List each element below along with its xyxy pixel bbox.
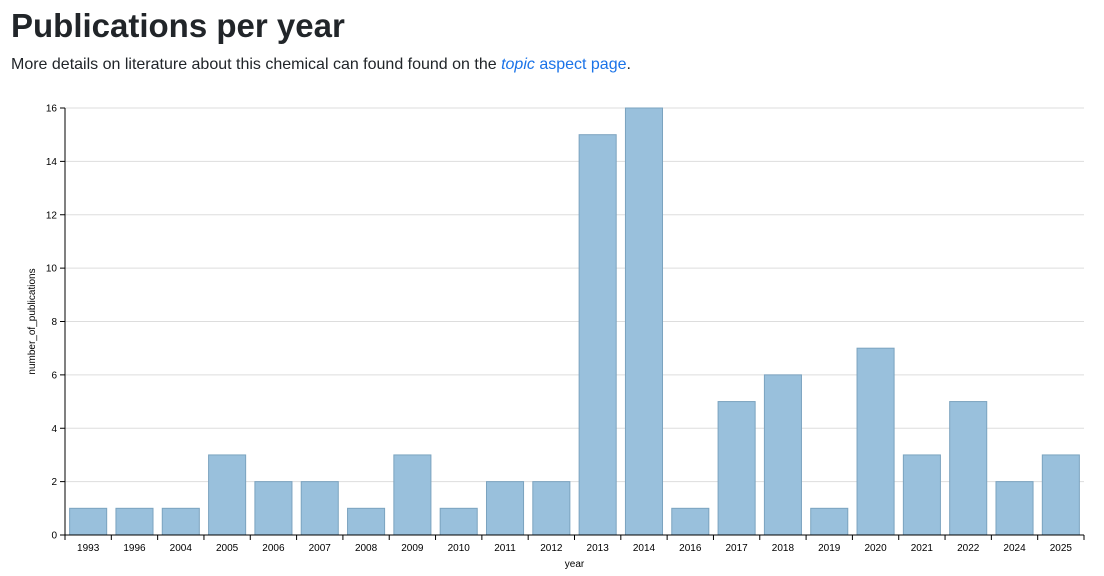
axes: 0 2 4 6 8 10 12 14 16 1993 1996 2004 2005 2006 2007 200… (46, 104, 1085, 554)
bar-2012[interactable] (532, 481, 571, 536)
bar-1996[interactable] (115, 507, 154, 536)
x-tick-label: 2019 (818, 543, 841, 554)
y-tick-label: 14 (46, 157, 58, 168)
x-tick-label: 2005 (216, 543, 239, 554)
x-tick-label: 2012 (540, 543, 563, 554)
y-tick-label: 2 (51, 477, 57, 488)
y-axis-title: number_of_publications (27, 268, 38, 374)
x-tick-label: 2011 (494, 543, 516, 554)
x-tick-label: 2017 (725, 543, 748, 554)
bar-2008[interactable] (347, 507, 386, 536)
topic-link-rest: aspect page (534, 56, 627, 73)
bar-2018[interactable] (763, 374, 802, 536)
bar-2004[interactable] (161, 507, 200, 536)
bar-2010[interactable] (439, 507, 478, 536)
x-tick-label: 2014 (633, 543, 656, 554)
bar-2021[interactable] (902, 454, 941, 536)
grid-lines (65, 107, 1084, 483)
intro-text-start: More details on literature about this ch… (11, 56, 502, 73)
x-tick-label: 2006 (262, 543, 285, 554)
y-tick-label: 4 (51, 424, 57, 435)
x-tick-label: 2018 (772, 543, 795, 554)
x-tick-label: 2022 (957, 543, 980, 554)
bar-2022[interactable] (949, 401, 988, 536)
x-tick-label: 2021 (911, 543, 934, 554)
intro-text: More details on literature about this ch… (11, 54, 631, 76)
x-tick-label: 2010 (448, 543, 471, 554)
x-tick-label: 2008 (355, 543, 378, 554)
y-tick-label: 10 (46, 264, 58, 275)
x-axis-title: year (565, 559, 585, 570)
bar-2025[interactable] (1041, 454, 1080, 536)
bar-2005[interactable] (208, 454, 247, 536)
bar-2014[interactable] (624, 107, 664, 536)
topic-link-emphasis: topic (501, 56, 535, 73)
bar-2011[interactable] (485, 481, 525, 536)
x-tick-label: 2016 (679, 543, 702, 554)
bar-2009[interactable] (393, 454, 432, 536)
bars (69, 107, 1080, 536)
y-tick-label: 16 (46, 104, 58, 115)
y-tick-label: 12 (46, 210, 58, 221)
y-tick-label: 6 (51, 370, 57, 381)
x-tick-label: 2020 (864, 543, 887, 554)
bar-2016[interactable] (671, 507, 710, 536)
x-tick-label: 1993 (77, 543, 100, 554)
y-tick-label: 0 (51, 531, 57, 542)
bar-2024[interactable] (995, 481, 1034, 536)
x-tick-label: 2024 (1003, 543, 1026, 554)
bar-2013[interactable] (578, 134, 617, 536)
bar-1993[interactable] (69, 507, 108, 536)
bar-2019[interactable] (810, 507, 849, 536)
page-title: Publications per year (11, 7, 345, 44)
y-tick-label: 8 (51, 317, 57, 328)
intro-text-end: . (626, 56, 631, 73)
bar-2006[interactable] (254, 481, 293, 536)
x-tick-label: 1996 (123, 543, 146, 554)
topic-aspect-page-link[interactable]: topic aspect page (501, 56, 626, 73)
bar-2020[interactable] (856, 347, 895, 536)
bar-2007[interactable] (300, 481, 339, 536)
x-tick-label: 2013 (587, 543, 610, 554)
x-tick-label: 2004 (170, 543, 193, 554)
x-tick-label: 2007 (309, 543, 332, 554)
bar-2017[interactable] (717, 401, 756, 536)
x-tick-label: 2009 (401, 543, 424, 554)
x-tick-label: 2025 (1050, 543, 1073, 554)
